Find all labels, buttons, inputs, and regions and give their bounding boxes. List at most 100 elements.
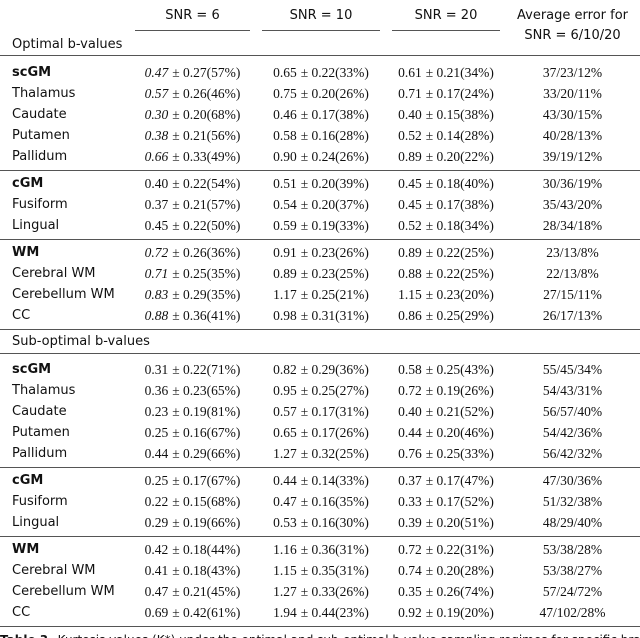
cell-spread: ± 0.25(21%): [300, 287, 369, 302]
cell-mean: 0.25: [144, 425, 169, 440]
cell-spread: ± 0.19(20%): [425, 605, 494, 620]
cell: 1.94 ± 0.44(23%): [262, 602, 380, 623]
cell: 0.58 ± 0.16(28%): [262, 125, 380, 146]
cell-mean: 0.54: [273, 197, 297, 212]
cell-spread: ± 0.32(25%): [300, 446, 369, 461]
cell: 0.89 ± 0.23(25%): [262, 263, 380, 284]
cell-mean: 0.52: [398, 128, 422, 143]
cell-spread: ± 0.26(46%): [172, 86, 241, 101]
cell-spread: ± 0.21(52%): [425, 404, 494, 419]
cell: 0.40 ± 0.22(54%): [135, 173, 250, 194]
cell: 0.72 ± 0.19(26%): [392, 380, 500, 401]
cell: 0.46 ± 0.17(38%): [262, 104, 380, 125]
cell-spread: ± 0.22(71%): [172, 362, 241, 377]
section-title: Sub-optimal b-values: [12, 334, 150, 349]
cell-mean: 0.74: [398, 563, 422, 578]
cell: 0.44 ± 0.29(66%): [135, 443, 250, 464]
cell-spread: ± 0.19(26%): [425, 383, 494, 398]
cell-average: 43/30/15%: [542, 107, 603, 122]
cell-mean: 0.25: [144, 473, 169, 488]
row-rule: [0, 329, 640, 330]
cell-mean: 0.88: [398, 266, 422, 281]
cell: 0.45 ± 0.18(40%): [392, 173, 500, 194]
row-label: Thalamus: [12, 86, 76, 101]
cell-mean: 0.37: [398, 473, 422, 488]
cell-average: 48/29/40%: [542, 515, 603, 530]
row-label: Caudate: [12, 404, 67, 419]
cell-average: 26/17/13%: [542, 308, 603, 323]
cell: 0.59 ± 0.19(33%): [262, 215, 380, 236]
cell-average: 53/38/27%: [542, 563, 603, 578]
cell-mean: 0.22: [144, 494, 169, 509]
cell: 0.86 ± 0.25(29%): [392, 305, 500, 326]
caption-text: Kurtosis values (K*) under the optimal a…: [58, 633, 640, 638]
row-label: cGM: [12, 176, 44, 191]
cell-mean: 0.71: [144, 266, 169, 281]
column-header: SNR = 10: [289, 8, 353, 23]
cell-mean: 0.41: [144, 563, 169, 578]
caption: Table 3. Kurtosis values (K*) under the o…: [0, 632, 640, 638]
cell-average: 54/42/36%: [542, 425, 603, 440]
cell: 0.74 ± 0.20(28%): [392, 560, 500, 581]
cell-mean: 0.83: [144, 287, 169, 302]
cell-spread: ± 0.22(25%): [425, 266, 494, 281]
row-label: Cerebral WM: [12, 563, 96, 578]
cell-spread: ± 0.31(31%): [300, 308, 369, 323]
cell-mean: 0.47: [273, 494, 297, 509]
column-header: Average error for: [517, 8, 628, 23]
cell: 0.52 ± 0.18(34%): [392, 215, 500, 236]
cell-spread: ± 0.29(66%): [172, 446, 241, 461]
cell-mean: 0.31: [144, 362, 169, 377]
cell: 0.66 ± 0.33(49%): [135, 146, 250, 167]
cell-average: 37/23/12%: [542, 65, 603, 80]
cell: 0.83 ± 0.29(35%): [135, 284, 250, 305]
cell-spread: ± 0.17(26%): [300, 425, 369, 440]
column-header: SNR = 6/10/20: [524, 28, 621, 43]
cell-mean: 0.69: [144, 605, 169, 620]
cell-spread: ± 0.20(22%): [425, 149, 494, 164]
cell-mean: 0.33: [398, 494, 422, 509]
cell-mean: 0.89: [398, 149, 422, 164]
cell: 1.15 ± 0.35(31%): [262, 560, 380, 581]
cell-spread: ± 0.23(26%): [300, 245, 369, 260]
cell-spread: ± 0.33(49%): [172, 149, 241, 164]
row-label: Fusiform: [12, 197, 68, 212]
cell: 0.25 ± 0.16(67%): [135, 422, 250, 443]
cell-mean: 0.90: [273, 149, 297, 164]
cell: 0.51 ± 0.20(39%): [262, 173, 380, 194]
cell-average: 54/43/31%: [542, 383, 603, 398]
cell-spread: ± 0.23(65%): [172, 383, 241, 398]
cell-mean: 0.30: [144, 107, 169, 122]
cell: 0.75 ± 0.20(26%): [262, 83, 380, 104]
cell-average: 27/15/11%: [543, 287, 602, 302]
cell-mean: 0.59: [273, 218, 297, 233]
cell: 1.16 ± 0.36(31%): [262, 539, 380, 560]
row-rule: [0, 55, 640, 56]
cell: 0.57 ± 0.26(46%): [135, 83, 250, 104]
cell: 0.35 ± 0.26(74%): [392, 581, 500, 602]
cell-mean: 0.52: [398, 218, 422, 233]
cell-spread: ± 0.27(57%): [172, 65, 241, 80]
cell: 0.82 ± 0.29(36%): [262, 359, 380, 380]
row-label: Lingual: [12, 218, 60, 233]
cell-spread: ± 0.33(26%): [300, 584, 369, 599]
row-rule: [0, 536, 640, 537]
row-label: Pallidum: [12, 446, 68, 461]
cell-mean: 0.45: [144, 218, 169, 233]
cell-mean: 0.58: [398, 362, 422, 377]
cell-mean: 0.65: [273, 65, 297, 80]
cell-spread: ± 0.25(33%): [425, 446, 494, 461]
cell-spread: ± 0.21(45%): [172, 584, 241, 599]
cell: 0.25 ± 0.17(67%): [135, 470, 250, 491]
cell-mean: 0.29: [144, 515, 169, 530]
cell-spread: ± 0.36(41%): [172, 308, 241, 323]
cell-mean: 0.35: [398, 584, 422, 599]
cell-mean: 0.72: [398, 542, 422, 557]
cell: 0.89 ± 0.20(22%): [392, 146, 500, 167]
cell-average: 47/30/36%: [542, 473, 603, 488]
cell-mean: 0.44: [144, 446, 169, 461]
header-rule: [262, 30, 380, 31]
cell-mean: 1.17: [273, 287, 297, 302]
cell-mean: 0.65: [273, 425, 297, 440]
cell: 0.37 ± 0.17(47%): [392, 470, 500, 491]
